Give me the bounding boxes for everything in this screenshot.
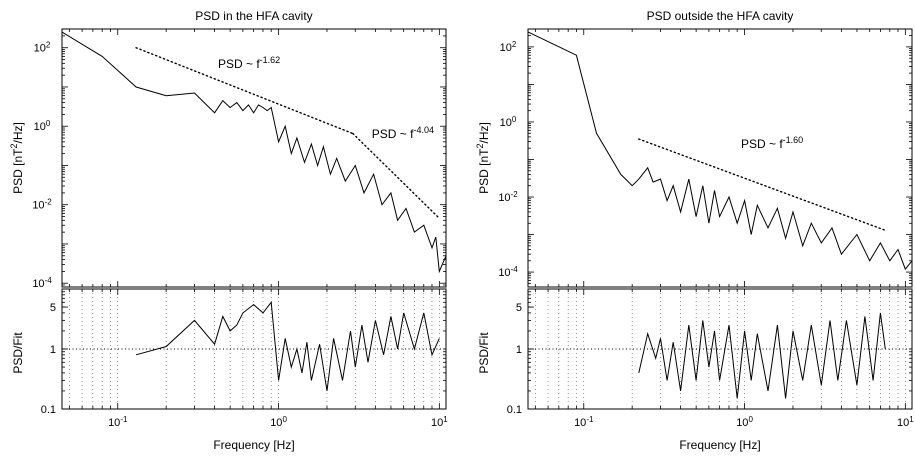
fit-label: PSD ~ f-4.04	[372, 125, 434, 141]
x-tick-label-part: -1	[586, 415, 594, 424]
x-tick-label-part: 1	[909, 415, 914, 424]
y-tick-label: 1	[516, 344, 522, 356]
x-tick-label-part: 10	[897, 417, 909, 429]
x-tick-label: 10-1	[108, 415, 128, 430]
x-tick-label: 101	[897, 415, 914, 430]
y-tick-label: 10-4	[32, 276, 52, 291]
fit-label-part: -4.04	[413, 125, 434, 135]
y-tick-label-part: 10	[498, 192, 510, 204]
y-tick-label-part: -2	[511, 190, 519, 199]
fit-line	[353, 134, 439, 219]
fit-line	[639, 139, 885, 230]
chart-title: PSD outside the HFA cavity	[647, 9, 794, 23]
y-tick-label-part: 0.1	[41, 404, 56, 416]
y-tick-label: 0.1	[507, 404, 522, 416]
y-tick-label-part: 10	[34, 43, 46, 55]
x-tick-label-part: 1	[443, 415, 448, 424]
chart-title-part: PSD outside the HFA cavity	[647, 9, 794, 23]
x-tick-label: 100	[736, 415, 753, 430]
x-axis-label: Frequency [Hz]	[213, 438, 294, 452]
x-tick-label-part: 10	[431, 417, 443, 429]
top-panel-frame	[528, 29, 912, 287]
y-axis-label: PSD [nT2/Hz]	[9, 122, 25, 194]
y-tick-label: 10-4	[498, 265, 518, 280]
y-tick-label-part: 10	[500, 117, 512, 129]
x-axis-label-part: Frequency [Hz]	[213, 438, 294, 452]
y-tick-label-part: 10	[500, 42, 512, 54]
x-tick-label: 10-1	[574, 415, 594, 430]
y-tick-label-part: 10	[34, 121, 46, 133]
y-axis-label-part: PSD [nT	[11, 148, 25, 194]
fit-label-part: PSD ~ f	[218, 57, 260, 71]
x-tick-label: 101	[431, 415, 448, 430]
y-tick-label-part: 0.1	[507, 404, 522, 416]
y-tick-label-part: 5	[516, 302, 522, 314]
fit-label-part: -1.62	[260, 55, 281, 65]
y-axis-label: PSD [nT2/Hz]	[475, 122, 491, 194]
y-axis-label-part: PSD [nT	[477, 148, 491, 194]
y-axis-label: PSD/Fit	[11, 332, 25, 374]
x-tick-label: 100	[270, 415, 287, 430]
fit-label-part: PSD ~ f	[372, 127, 414, 141]
series-line	[528, 32, 912, 269]
y-tick-label-part: 1	[50, 344, 56, 356]
y-axis-label-part: PSD/Fit	[11, 332, 25, 374]
fit-label: PSD ~ f-1.62	[218, 55, 280, 71]
y-axis-label-part: /Hz]	[11, 122, 25, 143]
series-line	[136, 302, 439, 391]
x-tick-label-part: 0	[282, 415, 287, 424]
y-tick-label: 5	[50, 302, 56, 314]
y-axis-label-part: PSD/Fit	[477, 332, 491, 374]
x-tick-label-part: 10	[574, 417, 586, 429]
y-tick-label-part: -4	[45, 276, 53, 285]
y-tick-label-part: 5	[50, 302, 56, 314]
fit-label-part: -1.60	[783, 135, 804, 145]
y-tick-label-part: 0	[46, 119, 51, 128]
y-tick-label-part: 10	[32, 278, 44, 290]
x-tick-label-part: 0	[748, 415, 753, 424]
y-tick-label: 100	[34, 119, 51, 134]
fit-label: PSD ~ f-1.60	[741, 135, 803, 151]
y-tick-label: 0.1	[41, 404, 56, 416]
y-tick-label-part: -4	[511, 265, 519, 274]
y-tick-label-part: 10	[498, 267, 510, 279]
y-tick-label-part: 0	[512, 114, 517, 123]
series-line	[639, 313, 886, 399]
y-tick-label: 102	[34, 40, 51, 55]
x-tick-label-part: 10	[270, 417, 282, 429]
x-axis-label-part: Frequency [Hz]	[679, 438, 760, 452]
x-tick-label-part: -1	[120, 415, 128, 424]
y-tick-label-part: 1	[516, 344, 522, 356]
y-tick-label: 10-2	[32, 197, 52, 212]
x-tick-label-part: 10	[736, 417, 748, 429]
y-axis-label-part: /Hz]	[477, 122, 491, 143]
y-tick-label-part: 2	[46, 40, 51, 49]
y-tick-label: 5	[516, 302, 522, 314]
y-tick-label: 102	[500, 39, 517, 54]
y-tick-label: 10-2	[498, 190, 518, 205]
y-tick-label-part: 10	[32, 200, 44, 212]
y-tick-label-part: 2	[512, 39, 517, 48]
y-tick-label: 100	[500, 114, 517, 128]
chart-title-part: PSD in the HFA cavity	[195, 9, 312, 23]
fit-label-part: PSD ~ f	[741, 137, 783, 151]
y-tick-label: 1	[50, 344, 56, 356]
y-axis-label: PSD/Fit	[477, 332, 491, 374]
chart-title: PSD in the HFA cavity	[195, 9, 312, 23]
y-tick-label-part: -2	[45, 197, 53, 206]
x-tick-label-part: 10	[108, 417, 120, 429]
x-axis-label: Frequency [Hz]	[679, 438, 760, 452]
